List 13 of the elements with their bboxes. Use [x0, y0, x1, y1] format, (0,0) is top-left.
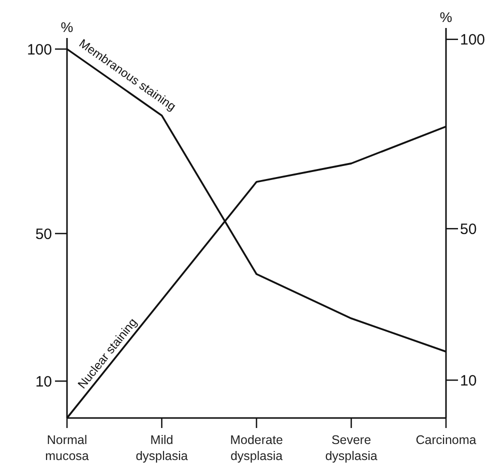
- y-tick-label: 50: [35, 226, 52, 243]
- x-tick-label: Severe dysplasia: [325, 433, 378, 463]
- y-tick-label: 10: [35, 373, 52, 390]
- y2-tick-label: 100: [460, 32, 486, 49]
- x-tick-label: Normal mucosa: [45, 433, 89, 463]
- y2-tick-label: 50: [460, 220, 477, 238]
- y2-tick-label: 10: [460, 372, 477, 390]
- y-tick-label: 100: [26, 41, 52, 58]
- x-tick-label: Moderate dysplasia: [230, 433, 283, 463]
- x-tick-label: Mild dysplasia: [136, 433, 188, 463]
- x-tick-label: Carcinoma: [416, 433, 476, 447]
- y2-axis-title: %: [440, 9, 452, 25]
- y-axis-title: %: [60, 19, 74, 35]
